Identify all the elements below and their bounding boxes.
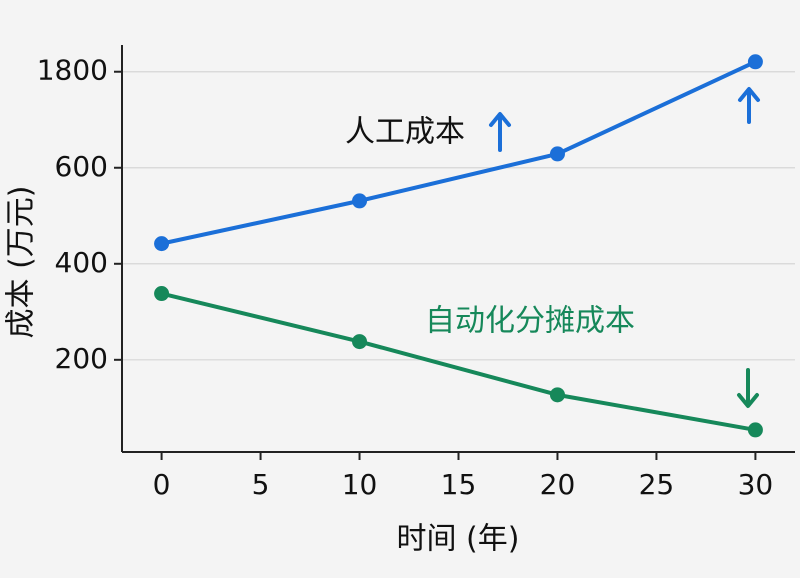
data-point: [154, 236, 170, 252]
data-point: [352, 334, 368, 350]
series-line: [161, 291, 756, 432]
x-axis-label: 时间 (年): [397, 522, 520, 557]
x-tick-label: 5: [252, 468, 270, 501]
grid: [122, 71, 795, 361]
y-tick-label: 200: [55, 342, 108, 375]
down-arrow: [737, 368, 759, 408]
up-arrow: [738, 87, 760, 124]
arrows: [489, 87, 760, 408]
y-tick-label: 600: [55, 150, 108, 183]
x-tick-label: 20: [540, 468, 576, 501]
x-tick-label: 0: [153, 468, 171, 501]
y-tick-label: 400: [55, 246, 108, 279]
y-tick-label: 1800: [37, 54, 108, 87]
series-line: [161, 59, 757, 246]
data-point: [747, 422, 763, 438]
data-point: [747, 54, 763, 70]
data-point: [352, 193, 368, 209]
data-point: [549, 387, 565, 403]
data-point: [154, 286, 170, 302]
series-label: 人工成本: [345, 115, 465, 150]
data-point: [549, 146, 565, 162]
series-label: 自动化分摊成本: [425, 304, 635, 339]
x-tick-label: 25: [639, 468, 675, 501]
x-tick-label: 15: [441, 468, 477, 501]
x-tick-label: 30: [738, 468, 774, 501]
y-axis-label: 成本 (万元): [4, 186, 39, 339]
up-arrow: [489, 112, 511, 152]
x-tick-label: 10: [342, 468, 378, 501]
